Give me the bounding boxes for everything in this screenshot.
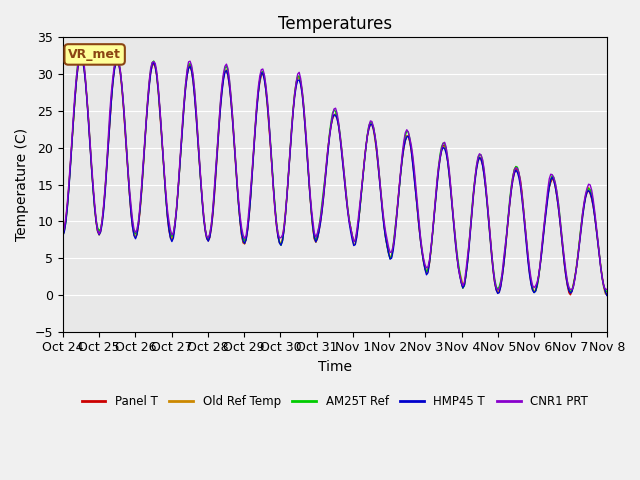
- Panel T: [59, 233, 67, 239]
- CNR1 PRT: [494, 287, 502, 293]
- Old Ref Temp: [298, 90, 306, 96]
- AM25T Ref: [127, 206, 135, 212]
- Old Ref Temp: [603, 292, 611, 298]
- Y-axis label: Temperature (C): Temperature (C): [15, 128, 29, 241]
- X-axis label: Time: Time: [318, 360, 352, 374]
- Panel T: [250, 148, 257, 154]
- HMP45 T: [241, 240, 248, 246]
- CNR1 PRT: [576, 239, 584, 245]
- Panel T: [241, 241, 248, 247]
- CNR1 PRT: [59, 231, 67, 237]
- HMP45 T: [574, 253, 582, 259]
- Old Ref Temp: [77, 53, 85, 59]
- HMP45 T: [298, 92, 306, 97]
- Panel T: [576, 238, 584, 244]
- Panel T: [77, 52, 85, 58]
- AM25T Ref: [59, 232, 67, 238]
- Panel T: [298, 90, 306, 96]
- Old Ref Temp: [127, 208, 135, 214]
- CNR1 PRT: [127, 202, 135, 208]
- Old Ref Temp: [574, 251, 582, 257]
- AM25T Ref: [241, 238, 248, 244]
- AM25T Ref: [576, 237, 584, 243]
- HMP45 T: [127, 210, 135, 216]
- Line: Panel T: Panel T: [63, 55, 607, 295]
- Text: VR_met: VR_met: [68, 48, 121, 61]
- AM25T Ref: [250, 146, 257, 152]
- Line: HMP45 T: HMP45 T: [63, 57, 607, 296]
- CNR1 PRT: [223, 61, 230, 67]
- AM25T Ref: [77, 46, 85, 52]
- Panel T: [566, 292, 574, 298]
- CNR1 PRT: [77, 49, 85, 55]
- Old Ref Temp: [241, 241, 248, 247]
- Line: AM25T Ref: AM25T Ref: [63, 49, 607, 292]
- Old Ref Temp: [223, 67, 230, 73]
- AM25T Ref: [223, 63, 230, 69]
- HMP45 T: [250, 149, 257, 155]
- Panel T: [603, 292, 611, 298]
- HMP45 T: [223, 68, 230, 73]
- HMP45 T: [603, 293, 611, 299]
- Panel T: [223, 67, 230, 73]
- Old Ref Temp: [250, 147, 257, 153]
- CNR1 PRT: [241, 236, 248, 241]
- Legend: Panel T, Old Ref Temp, AM25T Ref, HMP45 T, CNR1 PRT: Panel T, Old Ref Temp, AM25T Ref, HMP45 …: [77, 391, 593, 413]
- HMP45 T: [59, 233, 67, 239]
- Line: Old Ref Temp: Old Ref Temp: [63, 56, 607, 295]
- AM25T Ref: [298, 88, 306, 94]
- Title: Temperatures: Temperatures: [278, 15, 392, 33]
- CNR1 PRT: [250, 144, 257, 150]
- AM25T Ref: [530, 289, 538, 295]
- Line: CNR1 PRT: CNR1 PRT: [63, 52, 607, 290]
- CNR1 PRT: [298, 88, 306, 94]
- AM25T Ref: [603, 289, 611, 295]
- HMP45 T: [77, 54, 85, 60]
- Old Ref Temp: [59, 230, 67, 236]
- Panel T: [127, 210, 135, 216]
- CNR1 PRT: [603, 287, 611, 292]
